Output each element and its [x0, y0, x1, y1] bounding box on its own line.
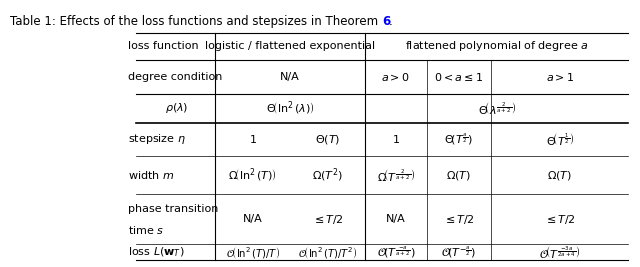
Text: $\leq T/2$: $\leq T/2$ — [544, 213, 576, 226]
Text: $\Omega(T)$: $\Omega(T)$ — [547, 169, 572, 182]
Text: loss $L(\mathbf{w}_T)$: loss $L(\mathbf{w}_T)$ — [128, 246, 184, 259]
Text: time $s$: time $s$ — [128, 224, 164, 236]
Text: $\Omega(T^2)$: $\Omega(T^2)$ — [312, 166, 343, 184]
Text: $\mathcal{O}\!\left(\ln^2(T)/T^2\right)$: $\mathcal{O}\!\left(\ln^2(T)/T^2\right)$ — [298, 245, 357, 260]
Text: $a > 0$: $a > 0$ — [381, 71, 410, 83]
Text: $\Theta\!\left(\lambda^{\frac{2}{a+2}}\right)$: $\Theta\!\left(\lambda^{\frac{2}{a+2}}\r… — [477, 100, 516, 116]
Text: .: . — [388, 15, 392, 28]
Text: N/A: N/A — [243, 214, 262, 224]
Text: flattened polynomial of degree $a$: flattened polynomial of degree $a$ — [404, 39, 589, 53]
Text: $\Omega(T)$: $\Omega(T)$ — [447, 169, 472, 182]
Text: $\Theta(T)$: $\Theta(T)$ — [315, 133, 340, 146]
Text: phase transition: phase transition — [128, 204, 218, 214]
Text: $\Theta\!\left(T^{\frac{a}{2}}\right)$: $\Theta\!\left(T^{\frac{a}{2}}\right)$ — [444, 132, 474, 147]
Text: loss function: loss function — [128, 41, 198, 51]
Text: $\leq T/2$: $\leq T/2$ — [312, 213, 344, 226]
Text: $\leq T/2$: $\leq T/2$ — [443, 213, 475, 226]
Text: $\Omega\!\left(T^{\frac{2}{a+2}}\right)$: $\Omega\!\left(T^{\frac{2}{a+2}}\right)$ — [377, 167, 415, 183]
Text: $\mathbf{6}$: $\mathbf{6}$ — [382, 15, 392, 28]
Text: N/A: N/A — [386, 214, 406, 224]
Text: $\mathcal{O}\!\left(T^{\frac{-3a}{2a+4}}\right)$: $\mathcal{O}\!\left(T^{\frac{-3a}{2a+4}}… — [539, 244, 580, 260]
Text: degree condition: degree condition — [128, 72, 222, 82]
Text: $\Omega\!\left(\ln^2(T)\right)$: $\Omega\!\left(\ln^2(T)\right)$ — [228, 166, 277, 184]
Text: $0 < a \leq 1$: $0 < a \leq 1$ — [435, 71, 484, 83]
Text: $\mathcal{O}\!\left(\ln^2(T)/T\right)$: $\mathcal{O}\!\left(\ln^2(T)/T\right)$ — [225, 245, 280, 260]
Text: $1$: $1$ — [392, 134, 400, 146]
Text: stepsize $\eta$: stepsize $\eta$ — [128, 132, 186, 146]
Text: $\Theta\!\left(T^{\frac{1}{2}}\right)$: $\Theta\!\left(T^{\frac{1}{2}}\right)$ — [545, 131, 574, 147]
Text: $\mathcal{O}\!\left(T^{\frac{-a}{a+2}}\right)$: $\mathcal{O}\!\left(T^{\frac{-a}{a+2}}\r… — [376, 245, 415, 260]
Text: $1$: $1$ — [248, 134, 257, 146]
Text: $\Theta\!\left(\ln^2(\lambda)\right)$: $\Theta\!\left(\ln^2(\lambda)\right)$ — [266, 100, 314, 117]
Text: N/A: N/A — [280, 72, 300, 82]
Text: Table 1: Effects of the loss functions and stepsizes in Theorem: Table 1: Effects of the loss functions a… — [10, 15, 382, 28]
Text: $\mathcal{O}\!\left(T^{-\frac{a}{2}}\right)$: $\mathcal{O}\!\left(T^{-\frac{a}{2}}\rig… — [442, 245, 476, 260]
Text: width $m$: width $m$ — [128, 169, 174, 181]
Text: $a > 1$: $a > 1$ — [545, 71, 574, 83]
Text: logistic / flattened exponential: logistic / flattened exponential — [205, 41, 375, 51]
Text: $\rho(\lambda)$: $\rho(\lambda)$ — [165, 101, 188, 115]
